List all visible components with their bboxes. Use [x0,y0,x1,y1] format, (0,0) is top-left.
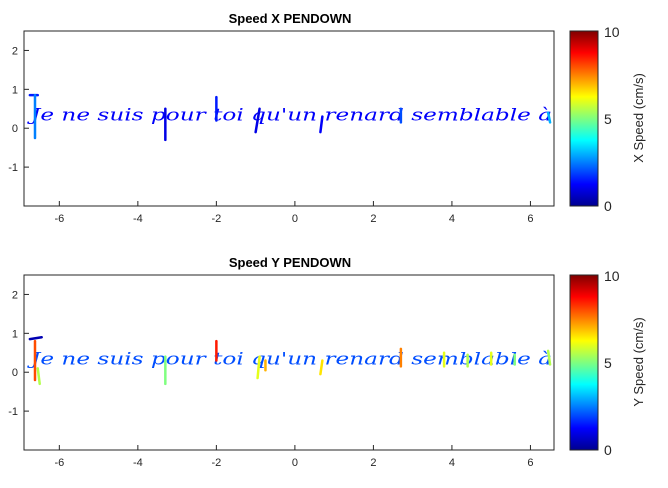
pen-stroke [28,335,43,341]
x-ticks: -6 -4 -2 0 2 4 6 [54,201,534,225]
panel-speed-y: Speed Y PENDOWN -6 -4 -2 0 2 4 6 -1 0 1 2 Je ne s… [8,255,646,469]
x-ticks: -6 -4 -2 0 2 4 6 [54,445,534,469]
chart-title: Speed X PENDOWN [229,11,352,26]
colorbar-tick-label: 10 [604,268,620,284]
x-tick-label: 6 [527,213,533,225]
colorbar [569,30,599,207]
x-tick-label: 0 [292,213,298,225]
x-tick-label: 2 [370,213,376,225]
x-tick-label: -6 [54,457,64,469]
pen-stroke [254,107,261,134]
y-tick-label: 0 [12,367,18,379]
y-tick-label: 1 [12,84,18,96]
handwriting-text: Je ne suis pour toi qu'un renard semblab… [27,106,552,126]
colorbar-tick-label: 5 [604,111,612,127]
pen-stroke [319,115,324,134]
pen-stroke [256,355,261,380]
y-tick-label: 2 [12,45,18,57]
plot-area [23,274,555,451]
x-tick-label: -4 [133,213,143,225]
pen-stroke [319,359,324,376]
y-tick-label: -1 [8,406,18,418]
y-tick-label: 1 [12,328,18,340]
x-tick-label: 4 [449,213,455,225]
colorbar-tick-label: 0 [604,442,612,458]
x-tick-label: 6 [527,457,533,469]
colorbar-label: Y Speed (cm/s) [631,317,646,406]
colorbar-ticks: 10 5 0 [604,268,620,458]
x-tick-label: -2 [211,213,221,225]
colorbar-tick-label: 10 [604,24,620,40]
chart-title: Speed Y PENDOWN [229,255,351,270]
handwriting-trace: Je ne suis pour toi qu'un renard semblab… [27,335,552,386]
x-tick-label: -2 [211,457,221,469]
colorbar-label: X Speed (cm/s) [631,73,646,163]
x-tick-label: 2 [370,457,376,469]
x-tick-label: 4 [449,457,455,469]
panel-speed-x: Speed X PENDOWN -6 -4 -2 0 2 4 6 -1 0 1 2 Je ne s… [8,11,646,225]
x-tick-label: -6 [54,213,64,225]
handwriting-text: Je ne suis pour toi qu'un renard semblab… [27,350,552,370]
pen-stroke [546,111,552,124]
x-tick-label: 0 [292,457,298,469]
y-tick-label: 0 [12,123,18,135]
colorbar-tick-label: 0 [604,198,612,214]
y-tick-label: -1 [8,162,18,174]
colorbar-tick-label: 5 [604,355,612,371]
pen-stroke [546,349,552,366]
x-tick-label: -4 [133,457,143,469]
colorbar-ticks: 10 5 0 [604,24,620,214]
y-ticks: -1 0 1 2 [8,45,29,174]
y-tick-label: 2 [12,289,18,301]
colorbar [569,274,599,451]
plot-area [23,30,555,207]
pen-stroke [36,367,41,386]
y-ticks: -1 0 1 2 [8,289,29,418]
handwriting-trace: Je ne suis pour toi qu'un renard semblab… [27,93,552,142]
